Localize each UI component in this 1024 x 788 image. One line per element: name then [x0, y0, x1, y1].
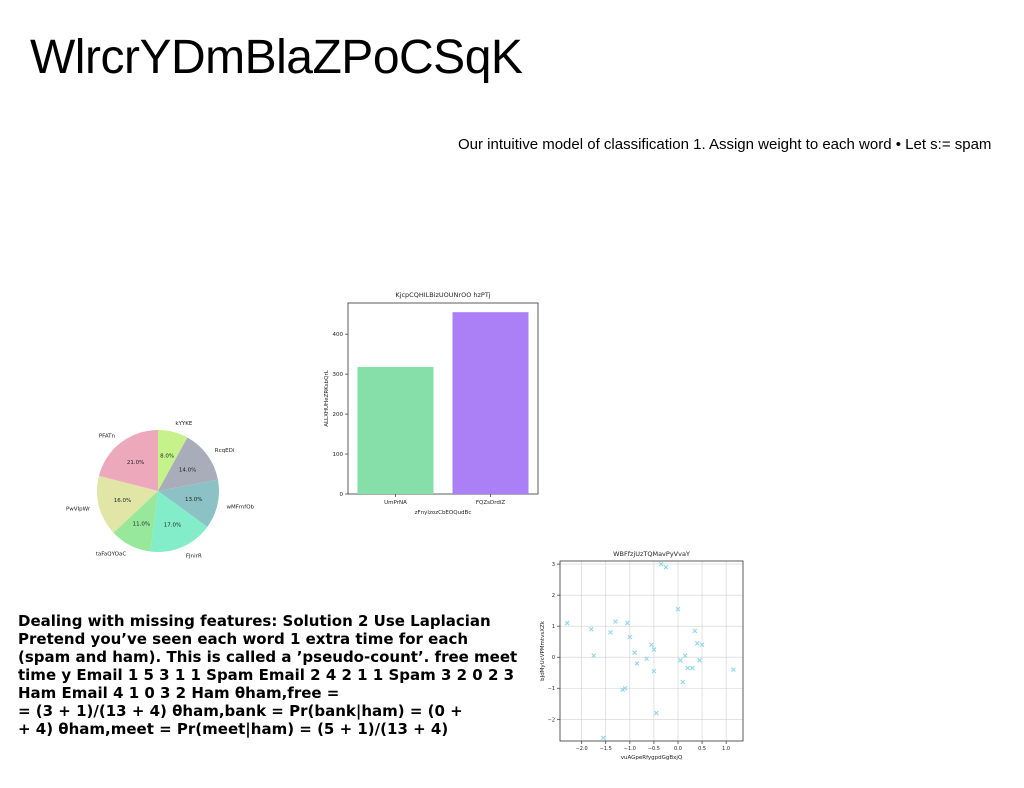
scatter-point: [730, 667, 736, 673]
pie-slice: [98, 430, 158, 491]
pie-slice: [158, 437, 218, 491]
pie-category-label: wMFmfOb: [227, 504, 255, 510]
scatter-point: [694, 640, 700, 646]
slide-title: WlrcrYDmBlaZPoCSqK: [30, 31, 523, 84]
scatter-point: [627, 634, 633, 640]
pie-value-label: 16.0%: [114, 498, 131, 504]
chart-title: WBFfzjUzTQMavPyVvaY: [613, 550, 690, 558]
scatter-point: [690, 665, 695, 671]
pie-value-label: 17.0%: [164, 523, 181, 529]
pie-category-label: kYYKE: [175, 421, 193, 427]
scatter-point: [634, 661, 640, 666]
x-tick-label: −2.0: [576, 746, 588, 752]
scatter-chart: WBFfzjUzTQMavPyVvaY −2.0 −1.5 −1.0 −0.5 0.0 0.…: [540, 550, 744, 761]
pie-category-label: PFATn: [99, 434, 116, 440]
scatter-point: [612, 619, 618, 624]
x-axis-label: vuAGpeRfygpdGgBxjQ: [621, 755, 683, 761]
x-tick-label: −1.0: [624, 746, 636, 752]
plot-frame: [559, 560, 744, 742]
pie-slice: [150, 491, 208, 553]
scatter-point: [658, 561, 664, 567]
plot-frame: [347, 302, 539, 495]
scatter-point: [620, 687, 625, 693]
scatter-point: [600, 735, 606, 741]
x-tick-label: UmPrNA: [384, 500, 407, 506]
scatter-point: [644, 656, 650, 662]
scatter-point: [649, 642, 654, 648]
x-tick-label: 1.0: [722, 746, 730, 752]
y-tick-label: 2: [552, 593, 555, 599]
scatter-point: [651, 668, 657, 674]
pie-value-label: 21.0%: [127, 460, 144, 466]
y-tick-label: −2: [548, 717, 555, 723]
scatter-point: [699, 642, 705, 648]
y-tick-label: 0: [552, 655, 555, 661]
y-axis-label: bJdMyUcVPMmtvsXZk: [540, 620, 546, 681]
scatter-point: [588, 626, 594, 632]
scatter-point: [675, 606, 681, 612]
x-tick-label: 0.0: [674, 746, 682, 752]
pie-value-label: 14.0%: [179, 468, 196, 474]
y-tick-label: 200: [333, 412, 344, 418]
scatter-point: [678, 657, 683, 663]
scatter-point: [622, 685, 628, 691]
pie-value-label: 13.0%: [185, 497, 202, 503]
pie-category-label: FJnirR: [186, 553, 202, 559]
y-tick-label: 3: [552, 562, 555, 568]
scatter-point: [564, 620, 570, 626]
pie-value-label: 8.0%: [160, 454, 174, 460]
y-tick-label: 1: [552, 624, 555, 630]
scatter-point: [653, 710, 659, 716]
x-tick-label: FQZsDrdiZ: [476, 500, 506, 506]
y-tick-label: −1: [548, 686, 555, 692]
scatter-point: [697, 657, 703, 663]
pie-category-label: PwVIpWr: [66, 506, 91, 512]
y-tick-label: 400: [333, 332, 344, 338]
scatter-point: [692, 628, 698, 634]
pie-value-label: 11.0%: [133, 522, 150, 528]
y-tick-label: 0: [340, 492, 344, 498]
pie-chart: 8.0% kYYKE 14.0% RcqEDi 13.0% wMFmfOb 17.0% FJn…: [66, 421, 255, 559]
pie-slice: [113, 491, 158, 552]
bar: [452, 312, 529, 494]
scatter-point: [632, 650, 638, 655]
scatter-point: [591, 653, 597, 659]
scatter-point: [663, 564, 669, 570]
scatter-point: [680, 679, 686, 685]
bar-chart: KjcpCQHILBizUOUNrOO hzPTj 0 100 200 300 400 Um…: [324, 291, 539, 516]
pie-category-label: RcqEDi: [215, 448, 235, 454]
y-axis-label: ALLXHUHeZRKsbQrL: [324, 369, 330, 426]
scatter-point: [651, 647, 657, 652]
pie-slice: [158, 430, 188, 491]
chart-title: KjcpCQHILBizUOUNrOO hzPTj: [395, 291, 490, 299]
x-tick-label: −1.5: [600, 746, 612, 752]
slide-subtitle: Our intuitive model of classification 1.…: [458, 136, 992, 153]
bar: [357, 366, 434, 494]
pie-category-label: taFaQYOaC: [96, 552, 127, 558]
x-axis-label: zFnylzozCbEOQudBc: [415, 510, 472, 516]
scatter-point: [625, 620, 630, 626]
pie-slice: [97, 475, 158, 533]
scatter-point: [682, 653, 688, 659]
x-tick-label: −0.5: [648, 746, 660, 752]
scatter-point: [685, 665, 691, 671]
x-tick-label: 0.5: [698, 746, 706, 752]
scatter-point: [608, 629, 613, 635]
body-text: Dealing with missing features: Solution …: [18, 612, 518, 738]
y-tick-label: 300: [333, 372, 344, 378]
y-tick-label: 100: [333, 452, 344, 458]
pie-slice: [158, 479, 219, 527]
